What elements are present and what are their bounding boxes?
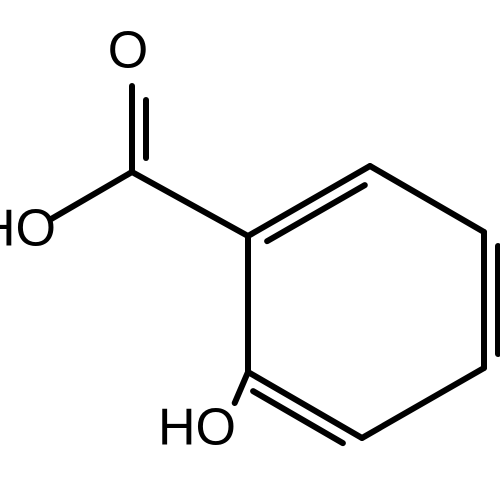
hydroxyl-left-label: HO: [0, 200, 56, 258]
bond-R2-R3: [370, 166, 484, 232]
bond-R6-O_bottom_v: [235, 372, 248, 403]
bond-C_carboxyl-R1: [132, 172, 248, 236]
bonds-layer: [51, 86, 498, 443]
bond-R1-R2: [248, 166, 370, 236]
bond-R5-R6: [248, 372, 362, 438]
atom-labels-layer: O HO HO: [0, 22, 236, 457]
oxygen-top-label: O: [108, 22, 148, 80]
hydroxyl-bottom-label: HO: [158, 399, 236, 457]
bond-R1-R2-inner: [267, 185, 365, 241]
bond-R4-R5: [362, 368, 484, 438]
bond-C_carboxyl-O_left_v: [51, 172, 132, 219]
chemical-structure-diagram: O HO HO: [0, 0, 500, 500]
